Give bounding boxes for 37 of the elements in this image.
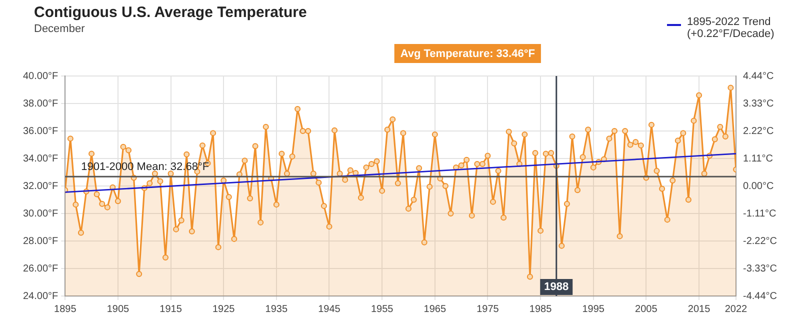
y-tick-label: 26.00°F xyxy=(22,263,58,274)
y2-tick-label: 1.11°C xyxy=(742,153,773,164)
x-tick-label: 1955 xyxy=(370,304,394,315)
x-tick-label: 1935 xyxy=(265,304,288,315)
text: Avg Temperature: 33.46°F xyxy=(400,48,536,60)
y-tick-label: 36.00°F xyxy=(22,126,58,137)
y2-tick-label: 4.44°C xyxy=(742,70,774,82)
legend-label: 1895-2022 Trend (+0.22°F/Decade) xyxy=(687,16,774,40)
y2-tick-label: 0.00°C xyxy=(742,180,774,192)
y-tick-label: 32.00°F xyxy=(22,180,58,192)
y-tick-label: 30.00°F xyxy=(22,208,58,220)
x-tick-label: 1925 xyxy=(212,304,236,315)
y-tick-label: 38.00°F xyxy=(22,98,58,110)
y2-tick-label: 2.22°C xyxy=(742,126,774,137)
x-tick-label: 1995 xyxy=(582,304,605,315)
x-tick-label: 1915 xyxy=(160,304,182,315)
x-tick-label: 1895 xyxy=(54,304,77,315)
y-tick-label: 28.00°F xyxy=(22,236,58,247)
x-tick-label: 2005 xyxy=(635,304,658,315)
x-tick-label: 2022 xyxy=(724,304,748,315)
y2-tick-label: -1.11°C xyxy=(742,208,776,220)
chart-title: Contiguous U.S. Average Temperature xyxy=(34,4,307,21)
x-tick-label: 1985 xyxy=(529,304,552,315)
y2-tick-label: -2.22°C xyxy=(742,236,777,247)
x-tick-label: 1905 xyxy=(106,304,130,315)
x-tick-label: 1965 xyxy=(424,304,446,315)
chart-subtitle: December xyxy=(34,23,85,35)
y2-tick-label: -4.44°C xyxy=(742,290,777,302)
y2-tick-label: 3.33°C xyxy=(742,98,774,110)
x-tick-label: 2015 xyxy=(688,304,711,315)
y-tick-label: 34.00°F xyxy=(22,153,58,164)
x-tick-label: 1975 xyxy=(476,304,500,315)
y-tick-label: 40.00°F xyxy=(22,70,58,82)
y-tick-label: 24.00°F xyxy=(22,290,58,302)
x-tick-label: 1945 xyxy=(318,304,341,315)
ref-line-label: 1988 xyxy=(544,281,569,294)
y2-tick-label: -3.33°C xyxy=(742,263,777,274)
